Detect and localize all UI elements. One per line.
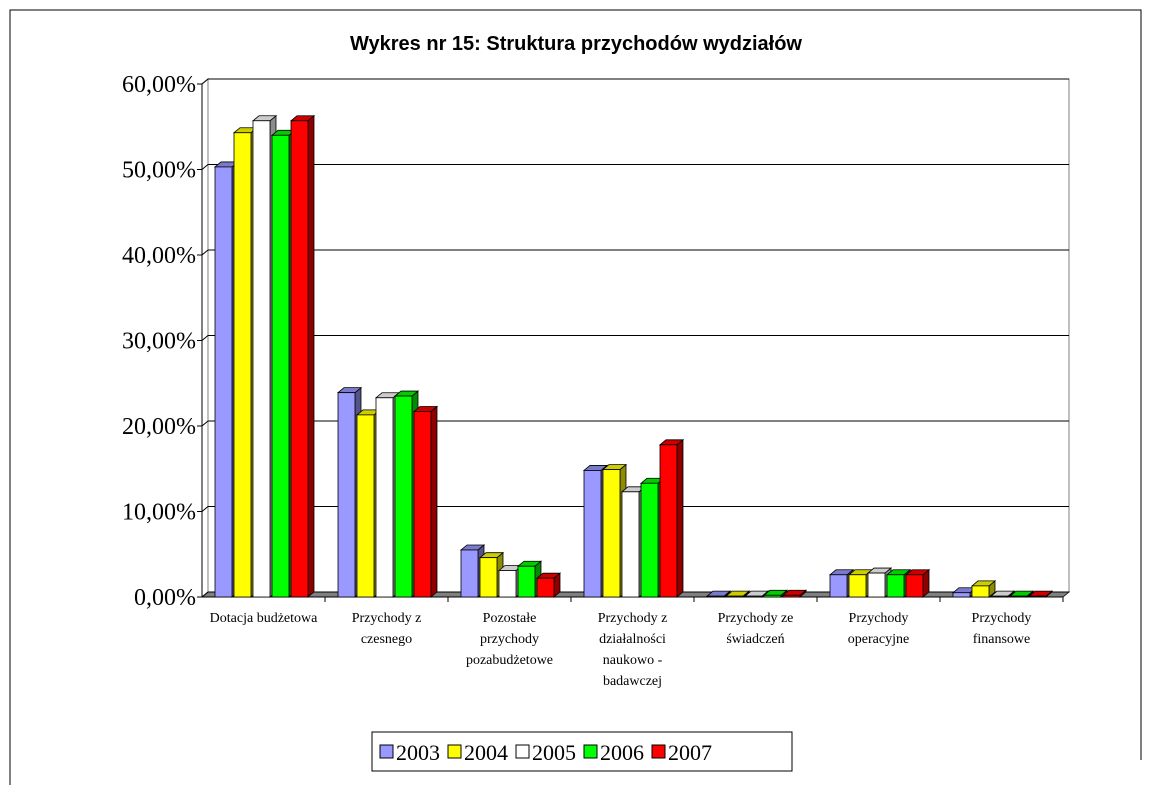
legend-swatch [447,744,462,759]
bar [214,166,233,598]
y-tick-label: 50,00% [122,158,196,184]
legend-label: 2007 [668,740,712,765]
bar [952,592,971,598]
grid-line [201,78,1069,85]
bar-side [430,405,438,598]
grid-line [201,164,1069,170]
bar [867,572,886,598]
bar [905,574,924,598]
grid-line [201,249,1069,256]
legend-swatch [515,744,530,759]
chart-frame [9,9,1142,785]
chart-title: Wykres nr 15: Struktura przychodów wydzi… [350,33,802,55]
bar [971,585,990,598]
y-tick-label: 60,00% [122,72,196,98]
legend-swatch [583,744,598,759]
bar [990,595,1009,598]
x-tick-label: Dotacja budżetowa [209,611,318,626]
x-tick-label: Pozostałe przychody pozabudżetowe [465,611,554,668]
legend-label: 2006 [600,740,644,765]
legend-swatch [651,744,666,759]
legend: 2003 2004 2005 2006 2007 [371,731,793,772]
x-tick-label: Przychody z czesnego [351,611,422,647]
bar [725,595,744,598]
grid-line [201,420,1069,427]
bar [271,134,290,598]
bar [479,557,498,598]
x-tick-label: Przychody finansowe [971,611,1032,647]
legend-box [371,731,793,772]
bar [640,482,659,598]
y-tick-label: 30,00% [122,329,196,355]
bar [744,595,763,598]
bar [782,594,801,598]
bar [290,120,309,598]
bar [763,594,782,598]
x-tick-label: Przychody ze świadczeń [717,611,794,647]
bar [583,470,602,598]
bar [517,565,536,598]
x-tick-label: Przychody operacyjne [847,611,910,647]
bar [621,491,640,598]
bar [375,397,394,598]
y-tick-label: 20,00% [122,414,196,440]
bar [536,577,555,598]
legend-swatch [379,744,394,759]
bar [252,120,271,598]
bar [1028,595,1047,598]
y-tick-label: 0,00% [134,585,196,611]
grid-line [201,506,1069,512]
bar [1009,595,1028,598]
bar [460,549,479,598]
bar [233,132,252,598]
bar [413,411,432,598]
bar [706,595,725,598]
bar [337,392,356,598]
grid-line [201,335,1069,341]
bar-side [676,438,684,598]
y-tick-label: 40,00% [122,243,196,269]
bar [848,574,867,598]
bar [394,395,413,598]
legend-label: 2005 [532,740,576,765]
bar [602,469,621,598]
bar [498,570,517,598]
legend-label: 2004 [464,740,508,765]
y-tick-label: 10,00% [122,500,196,526]
bar [356,414,375,598]
bar [886,574,905,598]
bar [659,444,678,598]
x-tick-label: Przychody z działalności naukowo - badaw… [597,611,668,689]
bar [829,574,848,598]
bar-side [307,114,315,598]
legend-label: 2003 [396,740,440,765]
